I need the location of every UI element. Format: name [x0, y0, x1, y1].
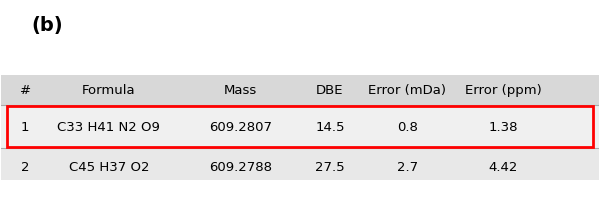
Text: Formula: Formula [82, 84, 136, 97]
Text: 14.5: 14.5 [315, 121, 344, 134]
Text: 2.7: 2.7 [397, 161, 418, 174]
Bar [1, 148, 599, 180]
Text: 2: 2 [21, 161, 29, 174]
Text: Error (ppm): Error (ppm) [464, 84, 541, 97]
Text: 609.2807: 609.2807 [209, 121, 272, 134]
Text: C33 H41 N2 O9: C33 H41 N2 O9 [58, 121, 160, 134]
Text: #: # [20, 84, 31, 97]
Text: Error (mDa): Error (mDa) [368, 84, 446, 97]
Text: 609.2788: 609.2788 [209, 161, 272, 174]
Text: (b): (b) [31, 16, 63, 35]
Text: Mass: Mass [224, 84, 257, 97]
Text: 1: 1 [21, 121, 29, 134]
Text: 0.8: 0.8 [397, 121, 418, 134]
Bar [1, 75, 599, 105]
Text: 4.42: 4.42 [488, 161, 518, 174]
Text: DBE: DBE [316, 84, 344, 97]
Bar [1, 105, 599, 148]
Text: C45 H37 O2: C45 H37 O2 [68, 161, 149, 174]
Text: 1.38: 1.38 [488, 121, 518, 134]
Text: 27.5: 27.5 [315, 161, 344, 174]
